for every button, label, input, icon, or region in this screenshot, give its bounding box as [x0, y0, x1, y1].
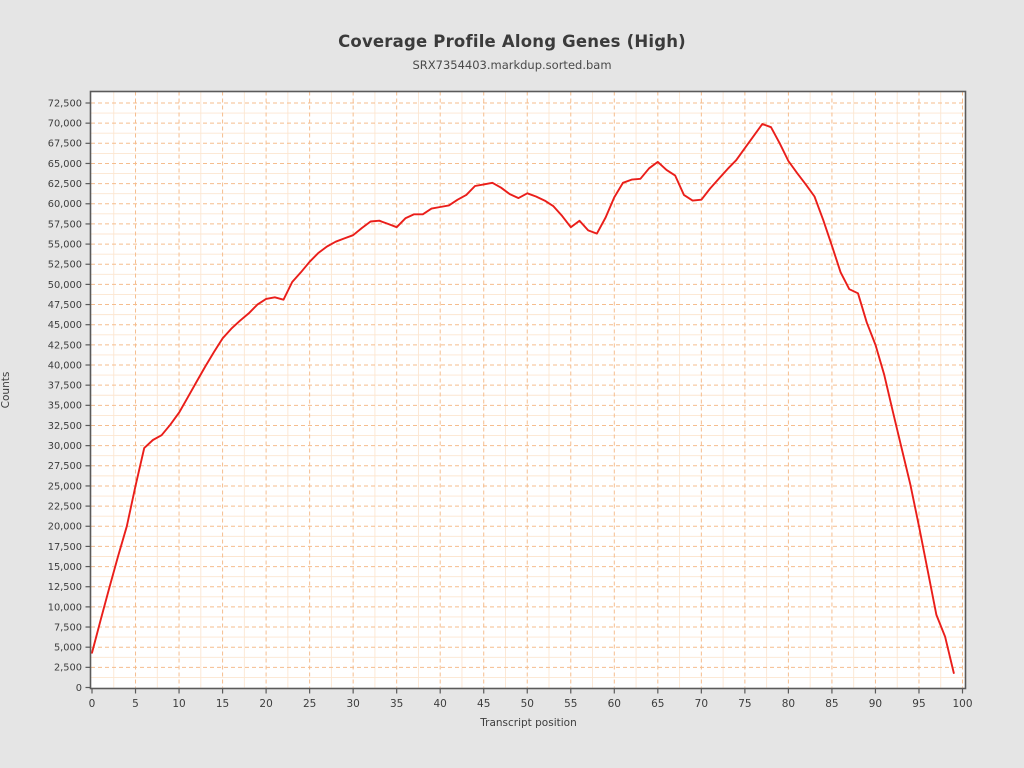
x-tick-label: 45 — [477, 698, 490, 710]
x-tick-label: 5 — [132, 698, 139, 710]
y-tick-label: 42,500 — [48, 340, 82, 351]
x-tick-label: 10 — [172, 698, 185, 710]
y-tick-label: 52,500 — [48, 260, 82, 271]
y-axis-label: Counts — [0, 371, 12, 409]
y-tick-label: 10,000 — [48, 602, 82, 613]
x-tick-label: 40 — [434, 698, 447, 710]
y-tick-label: 65,000 — [48, 159, 82, 170]
y-tick-label: 72,500 — [48, 98, 82, 109]
x-tick-label: 65 — [651, 698, 664, 710]
x-tick-label: 0 — [89, 698, 96, 710]
x-tick-label: 75 — [738, 698, 751, 710]
y-tick-label: 45,000 — [48, 320, 82, 331]
x-tick-label: 30 — [346, 698, 359, 710]
chart-title: Coverage Profile Along Genes (High) — [338, 32, 686, 51]
x-tick-label: 15 — [216, 698, 229, 710]
y-tick-label: 32,500 — [48, 421, 82, 432]
series-line — [91, 123, 955, 674]
x-tick-label: 55 — [564, 698, 577, 710]
grid-major — [91, 91, 966, 688]
x-tick-label: 80 — [782, 698, 795, 710]
y-tick-label: 62,500 — [48, 179, 82, 190]
x-tick-label: 25 — [303, 698, 316, 710]
y-tick-label: 57,500 — [48, 219, 82, 230]
x-tick-label: 85 — [825, 698, 838, 710]
x-tick-label: 20 — [259, 698, 272, 710]
y-tick-label: 37,500 — [48, 381, 82, 392]
y-tick-label: 30,000 — [48, 441, 82, 452]
x-tick-label: 95 — [912, 698, 925, 710]
x-tick-label: 50 — [521, 698, 534, 710]
y-tick-label: 60,000 — [48, 199, 82, 210]
chart-subtitle: SRX7354403.markdup.sorted.bam — [412, 58, 612, 72]
y-tick-label: 2,500 — [54, 663, 82, 674]
x-tick-label: 70 — [695, 698, 708, 710]
y-tick-label: 22,500 — [48, 502, 82, 513]
axis-frame — [89, 90, 967, 690]
plot-area — [90, 91, 966, 689]
grid-minor — [91, 91, 966, 688]
x-tick-label: 90 — [869, 698, 882, 710]
x-tick-label: 100 — [952, 698, 972, 710]
y-tick-label: 7,500 — [54, 622, 82, 633]
y-tick-label: 27,500 — [48, 461, 82, 472]
y-tick-label: 12,500 — [48, 582, 82, 593]
x-axis-label: Transcript position — [480, 717, 577, 729]
y-tick-label: 35,000 — [48, 401, 82, 412]
y-tick-label: 0 — [76, 683, 82, 694]
y-tick-label: 70,000 — [48, 119, 82, 130]
y-tick-label: 67,500 — [48, 139, 82, 150]
y-tick-label: 40,000 — [48, 360, 82, 371]
x-tick-label: 35 — [390, 698, 403, 710]
y-tick-label: 55,000 — [48, 239, 82, 250]
x-axis-ticks: 0 5 10 15 20 25 30 35 40 45 50 55 60 65 70 75 80 85 90 95 10… — [89, 688, 973, 710]
y-tick-label: 50,000 — [48, 280, 82, 291]
y-tick-label: 5,000 — [54, 643, 82, 654]
y-tick-label: 20,000 — [48, 522, 82, 533]
y-tick-label: 15,000 — [48, 562, 82, 573]
y-tick-label: 25,000 — [48, 481, 82, 492]
y-axis-ticks: 0 2,500 5,000 7,500 10,000 12,500 15,000 17,500… — [48, 98, 91, 694]
y-tick-label: 47,500 — [48, 300, 82, 311]
x-tick-label: 60 — [608, 698, 621, 710]
y-tick-label: 17,500 — [48, 542, 82, 553]
